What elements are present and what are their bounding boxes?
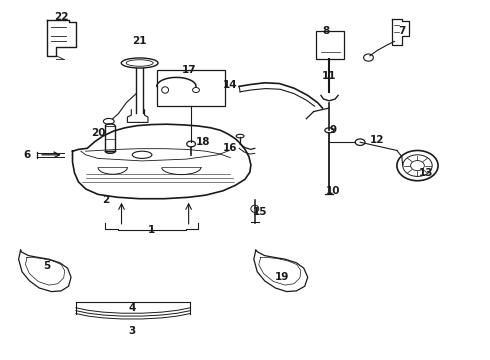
Text: 5: 5 bbox=[43, 261, 50, 271]
Text: 19: 19 bbox=[274, 272, 289, 282]
Text: 22: 22 bbox=[54, 12, 69, 22]
Bar bbox=[316, 31, 344, 59]
Text: 11: 11 bbox=[322, 71, 337, 81]
Text: 3: 3 bbox=[129, 326, 136, 336]
Text: 16: 16 bbox=[223, 143, 238, 153]
Text: 9: 9 bbox=[330, 125, 337, 135]
Text: 7: 7 bbox=[398, 26, 406, 36]
Text: 12: 12 bbox=[370, 135, 385, 145]
Text: 2: 2 bbox=[102, 195, 109, 205]
Text: 21: 21 bbox=[132, 36, 147, 46]
Text: 18: 18 bbox=[196, 137, 211, 147]
Text: 14: 14 bbox=[223, 80, 238, 90]
Text: 8: 8 bbox=[322, 26, 329, 36]
Bar bbox=[157, 70, 225, 106]
Text: 6: 6 bbox=[24, 150, 30, 160]
Text: 20: 20 bbox=[91, 128, 105, 138]
Text: 15: 15 bbox=[252, 207, 267, 217]
Text: 4: 4 bbox=[128, 303, 136, 313]
Text: 13: 13 bbox=[419, 168, 434, 178]
Text: 10: 10 bbox=[326, 186, 341, 196]
Text: 17: 17 bbox=[181, 65, 196, 75]
Text: 1: 1 bbox=[148, 225, 155, 235]
